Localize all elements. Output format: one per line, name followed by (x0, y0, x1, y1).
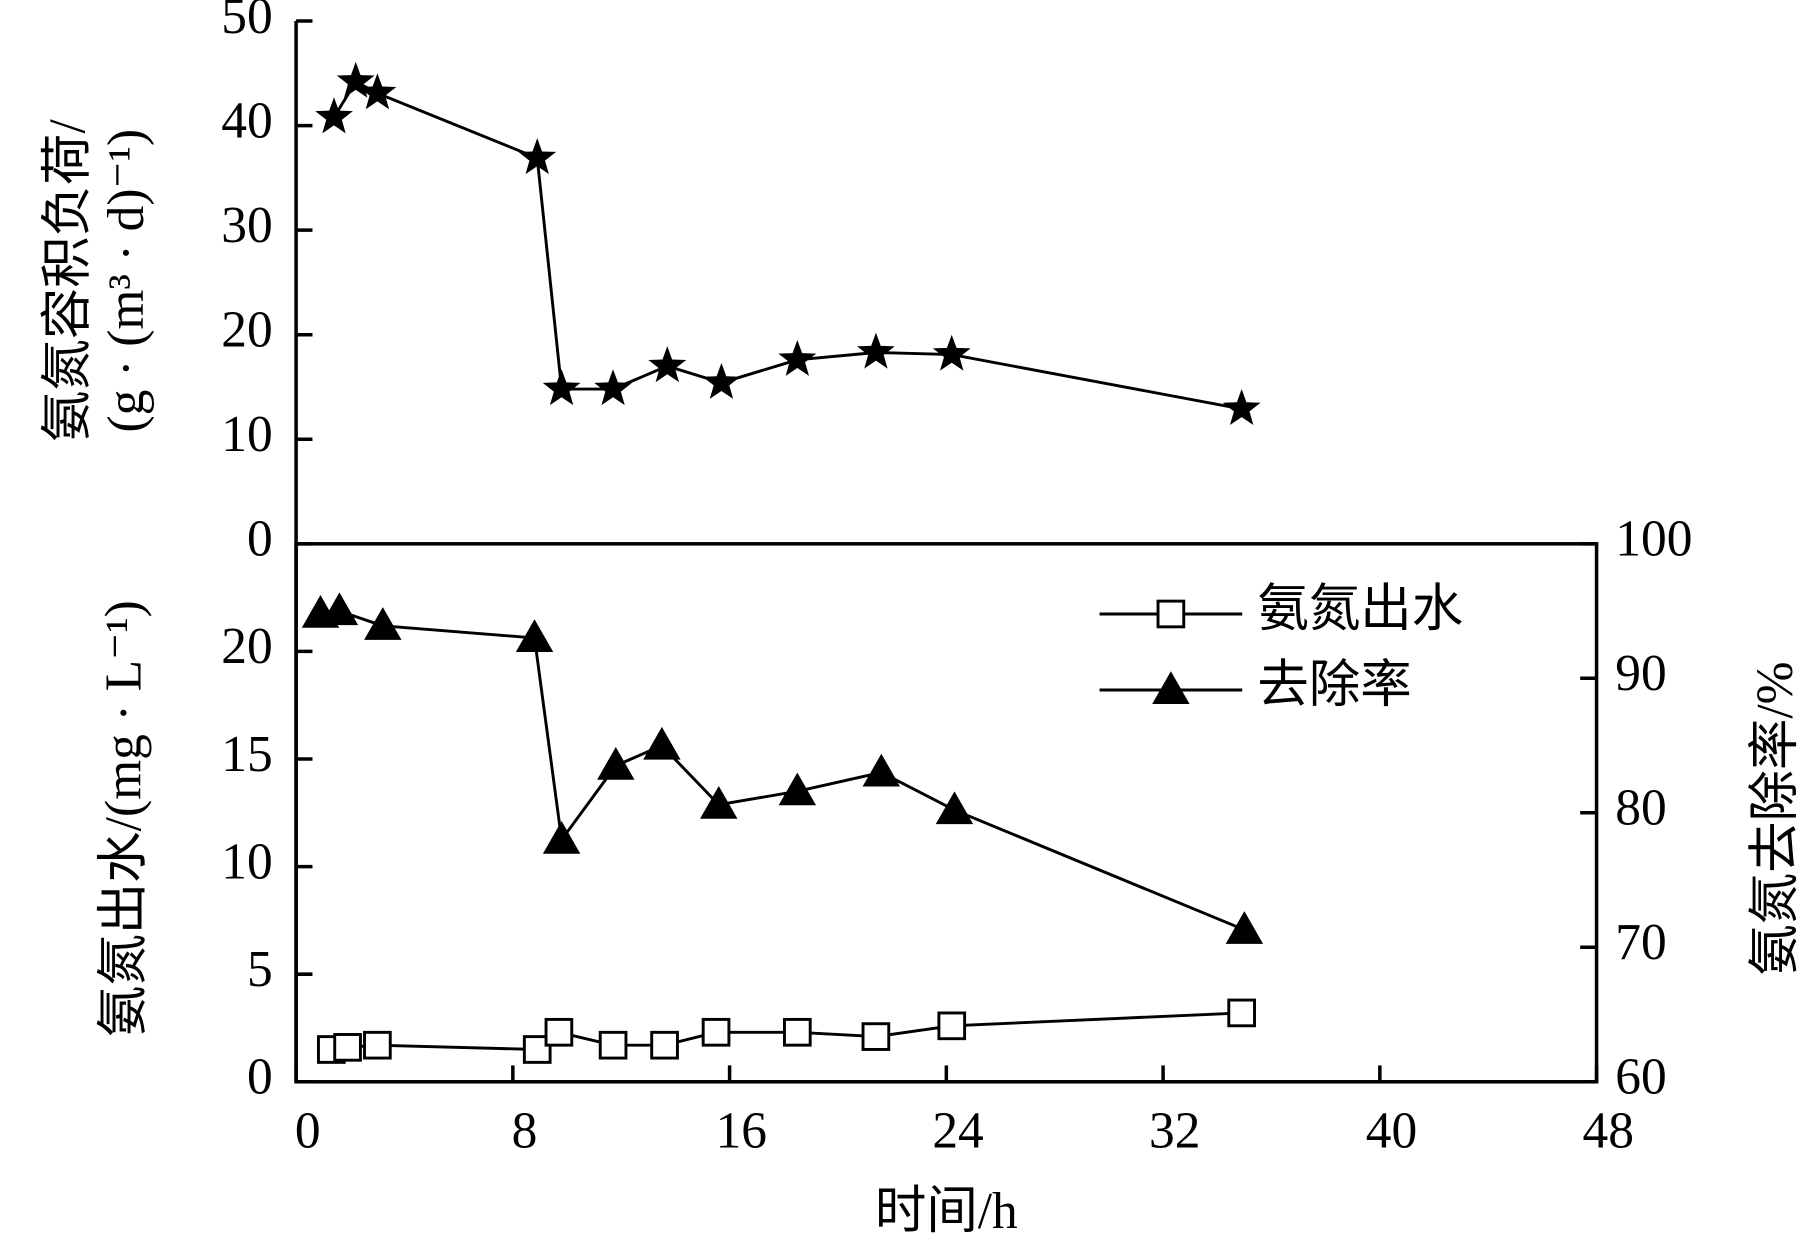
y2-label: 氨氮去除率/% (1747, 661, 1804, 975)
x-tick-label: 24 (932, 1102, 983, 1159)
marker (643, 726, 681, 760)
x-tick-label: 32 (1149, 1102, 1200, 1159)
x-label: 时间/h (875, 1183, 1018, 1240)
y-tick-label: 15 (221, 726, 272, 783)
y-tick-label: 10 (221, 833, 272, 890)
marker (701, 1017, 731, 1047)
y2-tick-label: 60 (1615, 1049, 1666, 1106)
marker (358, 73, 397, 110)
marker (782, 1017, 812, 1047)
marker (932, 334, 971, 371)
marker (1222, 389, 1261, 425)
marker (778, 339, 817, 376)
y-tick-label: 5 (247, 941, 273, 998)
marker (937, 1011, 967, 1041)
marker (862, 753, 901, 787)
marker (1227, 998, 1256, 1028)
marker (594, 369, 632, 406)
marker (333, 1033, 362, 1062)
marker (544, 1017, 574, 1047)
marker (320, 592, 359, 626)
legend-marker (1156, 599, 1186, 629)
y2-tick-label: 70 (1615, 914, 1666, 971)
y-tick-label: 10 (221, 406, 272, 463)
marker (650, 1030, 679, 1060)
marker (861, 1022, 891, 1051)
series-line (320, 609, 1245, 932)
x-tick-label: 0 (295, 1102, 321, 1159)
marker (1225, 911, 1264, 944)
y-tick-label: 0 (247, 511, 273, 568)
marker (315, 97, 353, 134)
marker (336, 61, 375, 98)
y2-tick-label: 100 (1615, 511, 1692, 568)
marker (598, 1030, 628, 1060)
x-tick-label: 40 (1366, 1102, 1417, 1159)
legend-marker (1152, 671, 1190, 705)
marker (364, 607, 402, 640)
marker (778, 772, 817, 806)
marker (648, 346, 687, 383)
y-label: 氨氮容积负荷/ (40, 119, 97, 443)
x-tick-label: 48 (1583, 1102, 1634, 1159)
marker (542, 369, 581, 406)
y-tick-label: 0 (247, 1049, 273, 1106)
legend-label: 氨氮出水 (1257, 581, 1463, 638)
marker (702, 362, 741, 399)
y2-tick-label: 90 (1615, 645, 1666, 702)
y-label: 氨氮出水/(mg · L⁻¹) (96, 600, 153, 1037)
y-tick-label: 20 (221, 302, 272, 359)
y-label: (g · (m³ · d)⁻¹) (98, 129, 155, 433)
marker (700, 786, 738, 819)
x-tick-label: 8 (512, 1102, 538, 1159)
marker (363, 1030, 392, 1060)
legend-label: 去除率 (1257, 657, 1411, 714)
marker (935, 791, 974, 825)
y2-tick-label: 80 (1615, 780, 1666, 837)
marker (515, 619, 554, 652)
marker (542, 820, 581, 854)
y-tick-label: 30 (221, 197, 272, 254)
marker (518, 138, 557, 175)
marker (597, 747, 635, 780)
x-tick-label: 16 (716, 1102, 767, 1159)
marker (856, 332, 895, 369)
y-tick-label: 40 (221, 92, 272, 149)
y-tick-label: 20 (221, 618, 272, 675)
y-tick-label: 50 (221, 0, 272, 45)
